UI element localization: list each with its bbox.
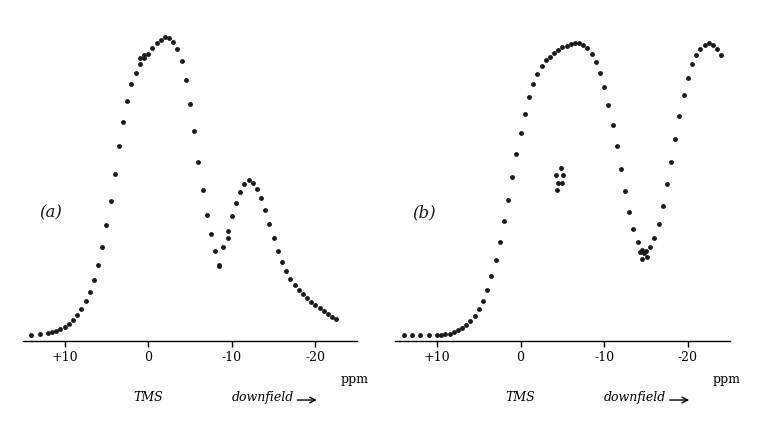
Text: downfield: downfield [604,391,667,404]
Text: (b): (b) [412,205,435,222]
Text: (a): (a) [40,205,62,222]
Text: TMS: TMS [133,391,163,404]
Text: TMS: TMS [505,391,536,404]
Text: ppm: ppm [713,373,741,386]
Text: downfield: downfield [232,391,294,404]
Text: ppm: ppm [340,373,369,386]
